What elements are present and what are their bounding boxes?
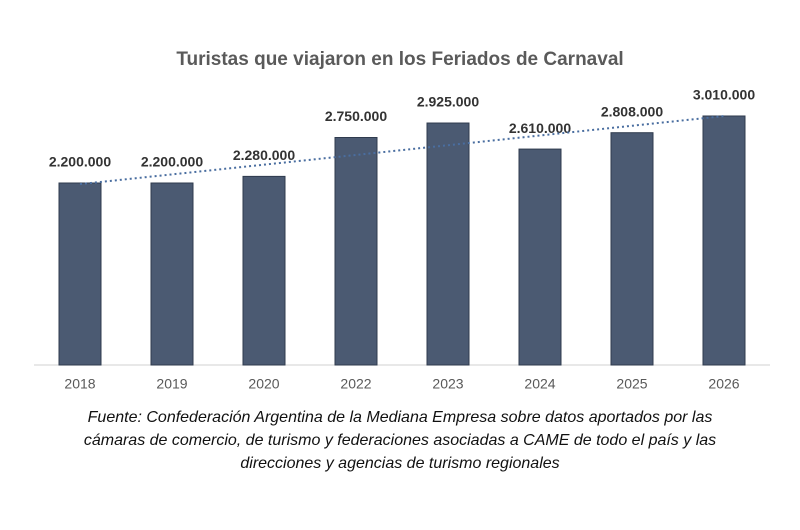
bar [518,148,562,366]
x-tick-label: 2024 [524,376,555,392]
bar [702,115,746,366]
bar [426,122,470,366]
source-note: cámaras de comercio, de turismo y federa… [84,432,716,449]
x-tick-label: 2022 [340,376,371,392]
x-tick-label: 2019 [156,376,187,392]
data-label: 2.200.000 [49,154,111,170]
data-label: 2.750.000 [325,108,387,124]
data-label: 2.610.000 [509,120,571,136]
source-note: Fuente: Confederación Argentina de la Me… [88,409,713,426]
data-label: 2.280.000 [233,147,295,163]
bar [150,182,194,366]
data-label: 2.925.000 [417,94,479,110]
bar [610,132,654,366]
x-tick-label: 2018 [64,376,95,392]
x-tick-label: 2025 [616,376,647,392]
x-tick-label: 2026 [708,376,739,392]
bar [334,137,378,366]
data-label: 3.010.000 [693,87,755,103]
x-tick-label: 2020 [248,376,279,392]
source-note: direcciones y agencias de turismo region… [240,455,559,472]
bar [242,175,286,366]
x-tick-label: 2023 [432,376,463,392]
bar [58,182,102,366]
data-label: 2.200.000 [141,154,203,170]
chart-title: Turistas que viajaron en los Feriados de… [176,49,623,70]
data-label: 2.808.000 [601,103,663,119]
